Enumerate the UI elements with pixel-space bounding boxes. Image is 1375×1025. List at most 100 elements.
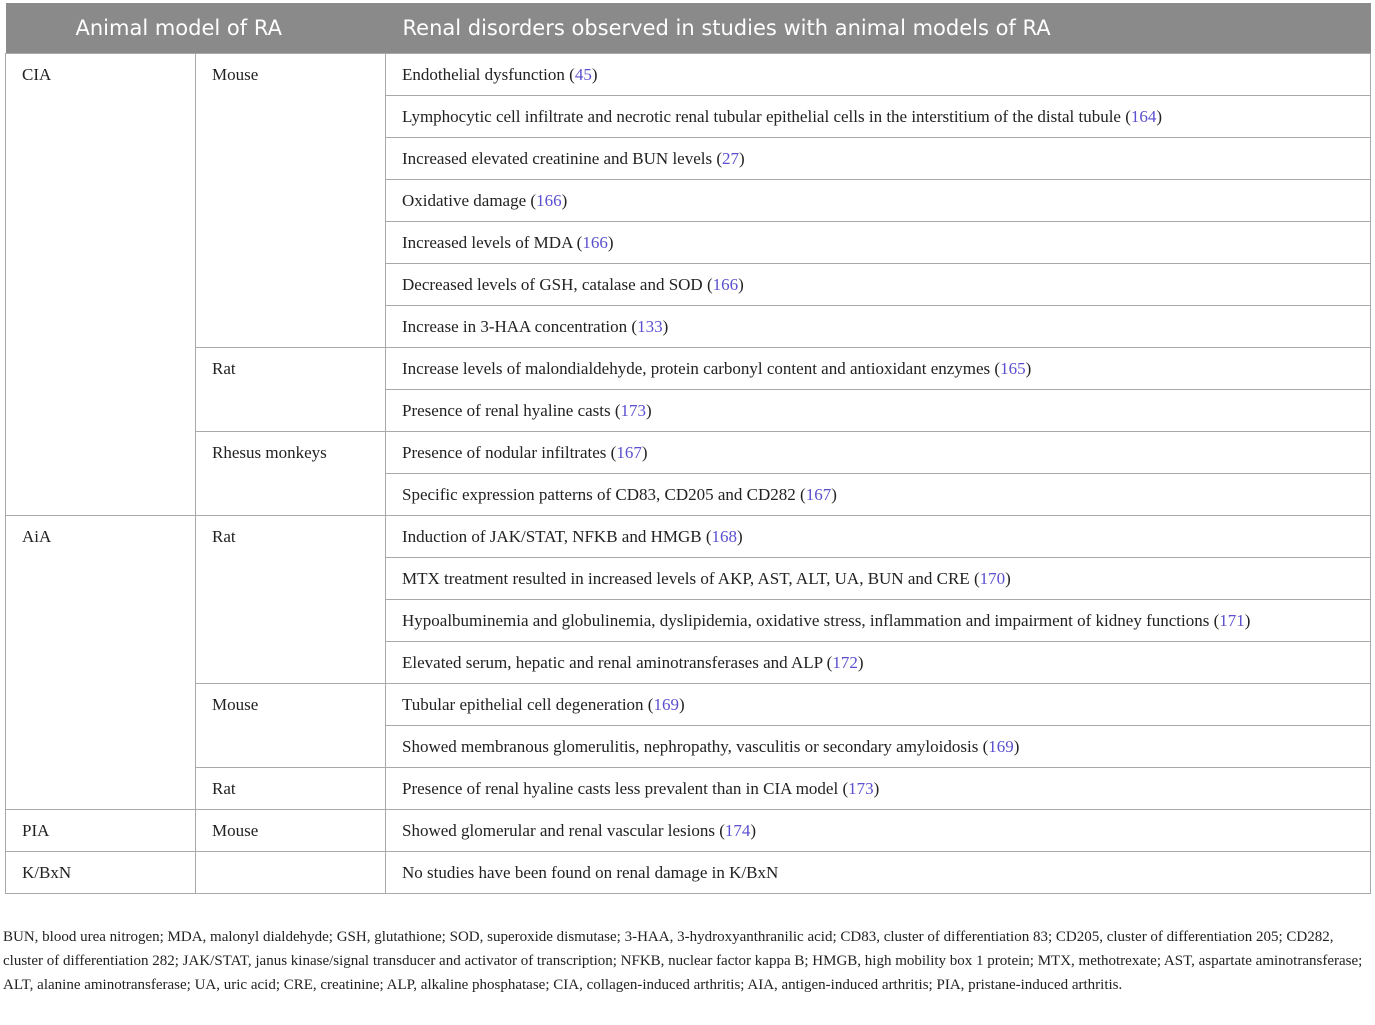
finding-text: Presence of renal hyaline casts less pre… [402,778,849,798]
species: Rat [212,358,236,378]
citation: 165 [1000,358,1026,378]
finding-text: ) [738,274,744,294]
row: Rat Increase levels of malondialdehyde, p… [6,346,1371,432]
finding-text: Endothelial dysfunction ( [402,64,575,84]
finding-text: ) [1005,568,1011,588]
model: AiA [22,526,52,546]
row: Elevated serum, hepatic and renal aminot… [6,640,1371,684]
finding-text: ) [662,316,669,336]
citation: 166 [712,274,739,294]
citation: 45 [574,64,592,84]
finding-text: Increased elevated creatinine and BUN le… [402,148,723,168]
row: Oxidative damage (166) [6,178,1371,222]
row: Decreased levels of GSH, catalase and SO… [6,262,1371,306]
finding-text: Specific expression patterns of CD83, CD… [402,484,806,504]
finding-cell: Presence of nodular infiltrates (167) [385,430,1371,474]
finding-cell: Elevated serum, hepatic and renal aminot… [385,640,1371,684]
model-cell: PIA [5,808,196,852]
finding-text: ) [739,148,745,168]
finding-cell: MTX treatment resulted in increased leve… [385,556,1371,600]
finding-text: ) [607,232,614,252]
footnote: BUN, blood urea nitrogen; MDA, malonyl d… [3,929,1363,993]
citation: 171 [1219,610,1245,630]
citation: 173 [620,400,647,420]
model-cell: AiA [5,514,196,810]
row: PIA Mouse Showed glomerular and renal vasc… [5,808,1371,852]
finding-text: Increase levels of malondialdehyde, prot… [402,358,1001,378]
finding-text: ) [561,190,568,210]
finding-text: ) [641,442,648,462]
model-cell: K/BxN [5,850,196,894]
finding-text: Hypoalbuminemia and globulinemia, dyslip… [402,610,1220,630]
row: AiA Rat Induction of JAK/STAT, NFKB and HM… [5,514,1371,810]
species: Mouse [212,694,259,714]
row: K/BxN No studies have been found on renal… [5,850,1371,894]
finding-text: Showed glomerular and renal vascular les… [402,820,725,840]
citation: 173 [848,778,874,798]
finding-text: ) [678,694,685,714]
finding-cell: Showed membranous glomerulitis, nephropa… [385,724,1371,768]
species: Rhesus monkeys [212,442,327,462]
finding-text: No studies have been found on renal dama… [402,862,779,882]
citation: 169 [988,736,1014,756]
finding-cell: Increased elevated creatinine and BUN le… [385,136,1371,180]
finding-text: Presence of nodular infiltrates ( [402,442,617,462]
model: K/BxN [22,862,72,882]
finding-cell: Lymphocytic cell infiltrate and necrotic… [385,94,1371,138]
row: Specific expression patterns of CD83, CD… [6,472,1371,516]
finding-cell: Presence of renal hyaline casts (173) [385,388,1371,432]
finding-cell: Presence of renal hyaline casts less pre… [385,766,1371,810]
finding-cell: Induction of JAK/STAT, NFKB and HMGB (16… [385,514,1371,558]
model: PIA [22,820,50,840]
citation: 167 [616,442,642,462]
table-wrap: Animal model of RA Renal disorders obser… [5,3,1371,894]
citation: 167 [805,484,832,504]
finding-text: ) [750,820,757,840]
finding-text: Decreased levels of GSH, catalase and SO… [402,274,713,294]
species-cell [195,850,386,894]
finding-text: Oxidative damage ( [402,190,537,210]
finding-cell: Hypoalbuminemia and globulinemia, dyslip… [385,598,1371,642]
row: Rat Presence of renal hyaline casts less … [6,766,1371,810]
finding-text: MTX treatment resulted in increased leve… [402,568,980,588]
citation: 164 [1130,106,1157,126]
species-cell: Mouse [195,682,386,768]
row: Rhesus monkeys Presence of nodular infilt… [6,430,1371,516]
finding-text: Showed membranous glomerulitis, nephropa… [402,736,989,756]
finding-text: ) [857,652,864,672]
citation: 172 [832,652,858,672]
finding-text: Lymphocytic cell infiltrate and necrotic… [402,106,1131,126]
finding-text: Induction of JAK/STAT, NFKB and HMGB ( [402,526,712,546]
header-cell: Animal model of RA [5,3,386,53]
species: Rat [212,778,236,798]
species-cell: Rat [195,514,386,684]
finding-text: ) [1244,610,1251,630]
finding-cell: Endothelial dysfunction (45) [385,52,1371,96]
row: Presence of renal hyaline casts (173) [6,388,1371,432]
species-cell: Mouse [195,808,386,852]
species-cell: Rat [195,766,386,810]
finding-text: ) [831,484,837,504]
species: Rat [212,526,236,546]
finding-cell: Oxidative damage (166) [385,178,1371,222]
finding-text: Tubular epithelial cell degeneration ( [402,694,654,714]
species: Mouse [212,820,259,840]
citation: 174 [724,820,751,840]
citation: 27 [722,148,740,168]
finding-text: ) [591,64,598,84]
finding-text: ) [1156,106,1163,126]
citation: 166 [582,232,608,252]
finding-text: Elevated serum, hepatic and renal aminot… [402,652,833,672]
row: Mouse Tubular epithelial cell degeneratio… [6,682,1371,768]
finding-cell: Showed glomerular and renal vascular les… [385,808,1371,852]
finding-cell: Increase levels of malondialdehyde, prot… [385,346,1371,390]
finding-cell: Tubular epithelial cell degeneration (16… [385,682,1371,726]
citation: 169 [653,694,679,714]
species-cell: Mouse [195,52,386,348]
header-row: Animal model of RA Renal disorders obser… [5,3,1371,53]
finding-text: ) [873,778,880,798]
model-cell: CIA [5,52,196,516]
row: CIA Mouse Endothelial dysfunction (45) [5,52,1371,516]
finding-cell: Decreased levels of GSH, catalase and SO… [385,262,1371,306]
